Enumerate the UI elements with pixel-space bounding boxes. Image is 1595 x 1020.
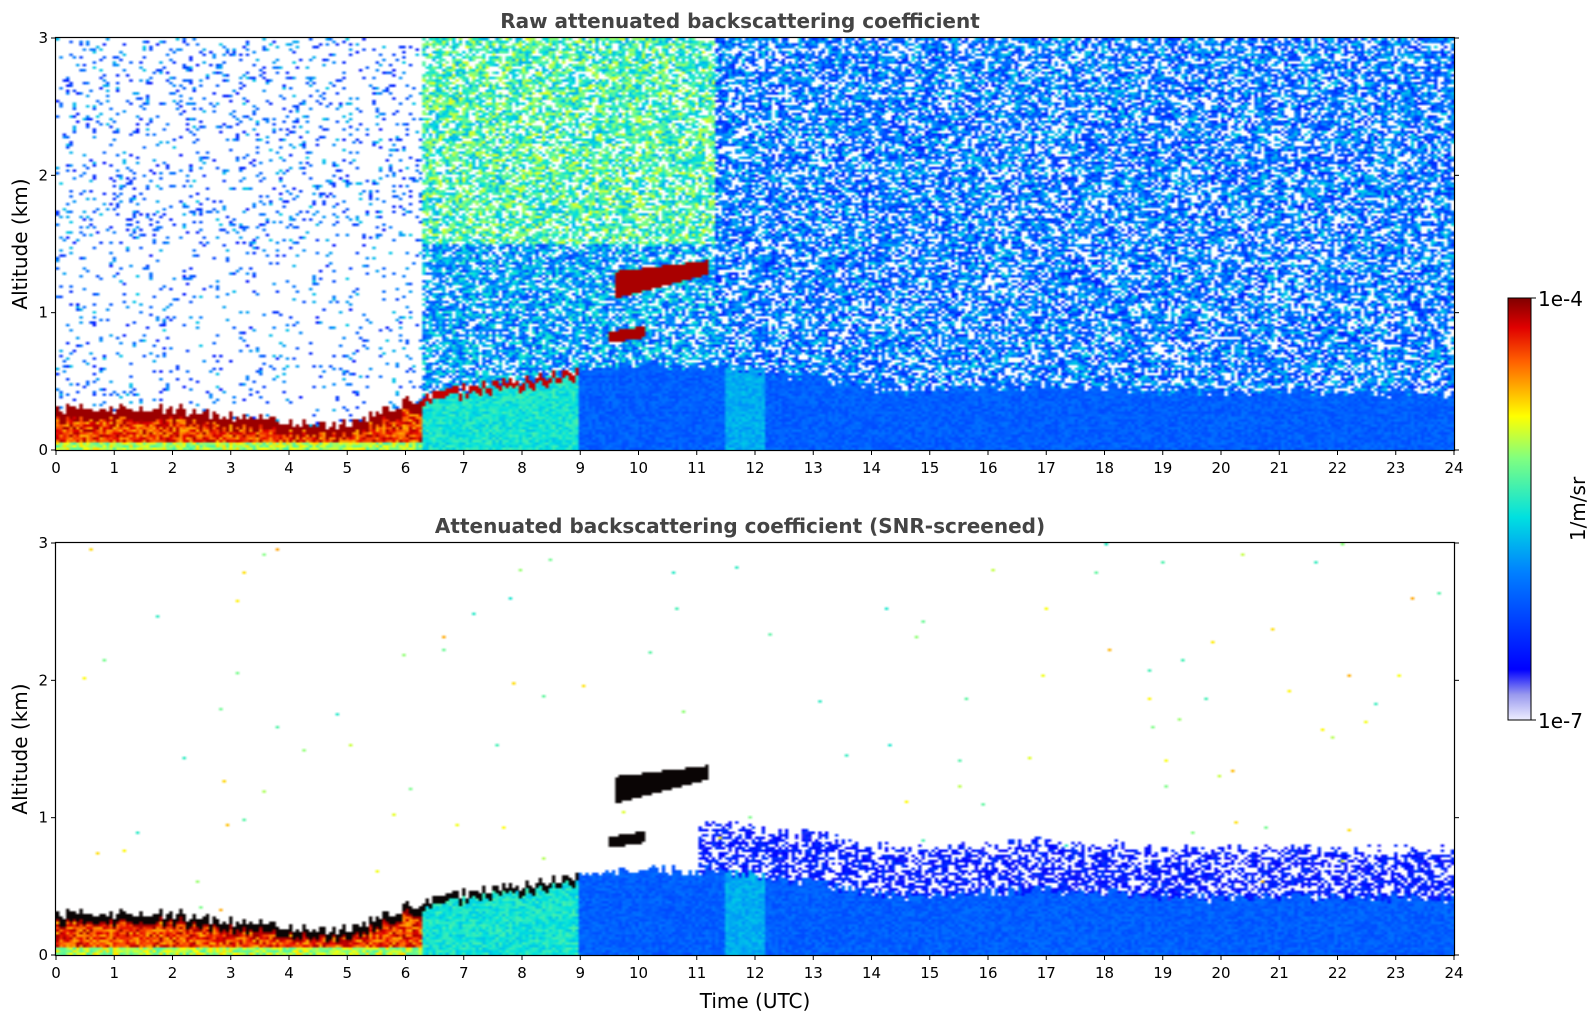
colorbar-min-label: 1e-7 — [1538, 709, 1583, 733]
x-tick-label: 17 — [1037, 459, 1056, 477]
x-tick-label: 18 — [1095, 459, 1114, 477]
x-tick-label: 1 — [109, 459, 119, 477]
panel-screened-ylabel: Altitude (km) — [8, 683, 32, 814]
x-tick-label: 9 — [575, 459, 585, 477]
x-tick-label: 19 — [1153, 459, 1172, 477]
colorbar: 1e-4 1e-7 1/m/sr — [1507, 287, 1590, 733]
y-tick-label: 2 — [38, 166, 48, 184]
x-tick-label: 22 — [1328, 964, 1347, 982]
panel-raw-heatmap — [56, 38, 1454, 450]
panel-screened-title: Attenuated backscattering coefficient (S… — [435, 514, 1045, 538]
x-tick-label: 13 — [804, 459, 823, 477]
x-tick-label: 14 — [862, 459, 881, 477]
panel-screened: Attenuated backscattering coefficient (S… — [8, 514, 1464, 1013]
x-tick-label: 2 — [168, 459, 178, 477]
x-tick-label: 6 — [401, 964, 411, 982]
panel-raw: Raw attenuated backscattering coefficien… — [8, 9, 1464, 477]
y-tick-label: 2 — [38, 671, 48, 689]
x-tick-label: 3 — [226, 964, 236, 982]
x-tick-label: 13 — [804, 964, 823, 982]
x-tick-label: 17 — [1037, 964, 1056, 982]
x-tick-label: 5 — [342, 459, 352, 477]
colorbar-unit-label: 1/m/sr — [1566, 476, 1590, 541]
x-tick-label: 15 — [920, 964, 939, 982]
x-tick-label: 8 — [517, 459, 527, 477]
x-tick-label: 4 — [284, 964, 294, 982]
x-tick-label: 3 — [226, 459, 236, 477]
x-tick-label: 23 — [1386, 459, 1405, 477]
x-tick-label: 8 — [517, 964, 527, 982]
panel-raw-title: Raw attenuated backscattering coefficien… — [500, 9, 980, 33]
y-tick-label: 0 — [38, 946, 48, 964]
x-tick-label: 11 — [687, 964, 706, 982]
panel-raw-axes: 0 1 2 3 4 5 6 7 8 9 10 11 12 13 14 15 16 17 18 19 20 21 22 23 24… — [38, 29, 1463, 477]
y-tick-label: 0 — [38, 441, 48, 459]
x-tick-label: 24 — [1444, 964, 1463, 982]
colorbar-gradient — [1507, 297, 1532, 721]
x-tick-label: 2 — [168, 964, 178, 982]
x-tick-label: 10 — [629, 964, 648, 982]
x-tick-label: 24 — [1444, 459, 1463, 477]
x-tick-label: 6 — [401, 459, 411, 477]
panel-screened-axes: 0 1 2 3 4 5 6 7 8 9 10 11 12 13 14 15 16 17 18 19 20 21 22 23 24… — [38, 534, 1463, 982]
x-tick-label: 18 — [1095, 964, 1114, 982]
x-tick-label: 5 — [342, 964, 352, 982]
x-tick-label: 21 — [1270, 459, 1289, 477]
x-tick-label: 15 — [920, 459, 939, 477]
colorbar-max-label: 1e-4 — [1538, 287, 1583, 311]
x-tick-label: 22 — [1328, 459, 1347, 477]
x-tick-label: 12 — [745, 459, 764, 477]
y-tick-label: 1 — [38, 809, 48, 827]
x-tick-label: 16 — [978, 964, 997, 982]
x-tick-label: 0 — [51, 964, 61, 982]
x-tick-label: 9 — [575, 964, 585, 982]
x-tick-label: 4 — [284, 459, 294, 477]
x-tick-label: 16 — [978, 459, 997, 477]
panel-raw-ylabel: Altitude (km) — [8, 178, 32, 309]
y-tick-label: 1 — [38, 304, 48, 322]
x-tick-label: 20 — [1211, 459, 1230, 477]
x-tick-label: 23 — [1386, 964, 1405, 982]
x-tick-label: 7 — [459, 964, 469, 982]
x-tick-label: 12 — [745, 964, 764, 982]
x-tick-label: 10 — [629, 459, 648, 477]
x-tick-label: 0 — [51, 459, 61, 477]
x-tick-label: 19 — [1153, 964, 1172, 982]
y-tick-label: 3 — [38, 29, 48, 47]
x-tick-label: 11 — [687, 459, 706, 477]
x-tick-label: 21 — [1270, 964, 1289, 982]
x-tick-label: 1 — [109, 964, 119, 982]
x-tick-label: 14 — [862, 964, 881, 982]
panel-screened-heatmap — [56, 543, 1454, 955]
panel-screened-xlabel: Time (UTC) — [699, 989, 811, 1013]
x-tick-label: 20 — [1211, 964, 1230, 982]
x-tick-label: 7 — [459, 459, 469, 477]
y-tick-label: 3 — [38, 534, 48, 552]
